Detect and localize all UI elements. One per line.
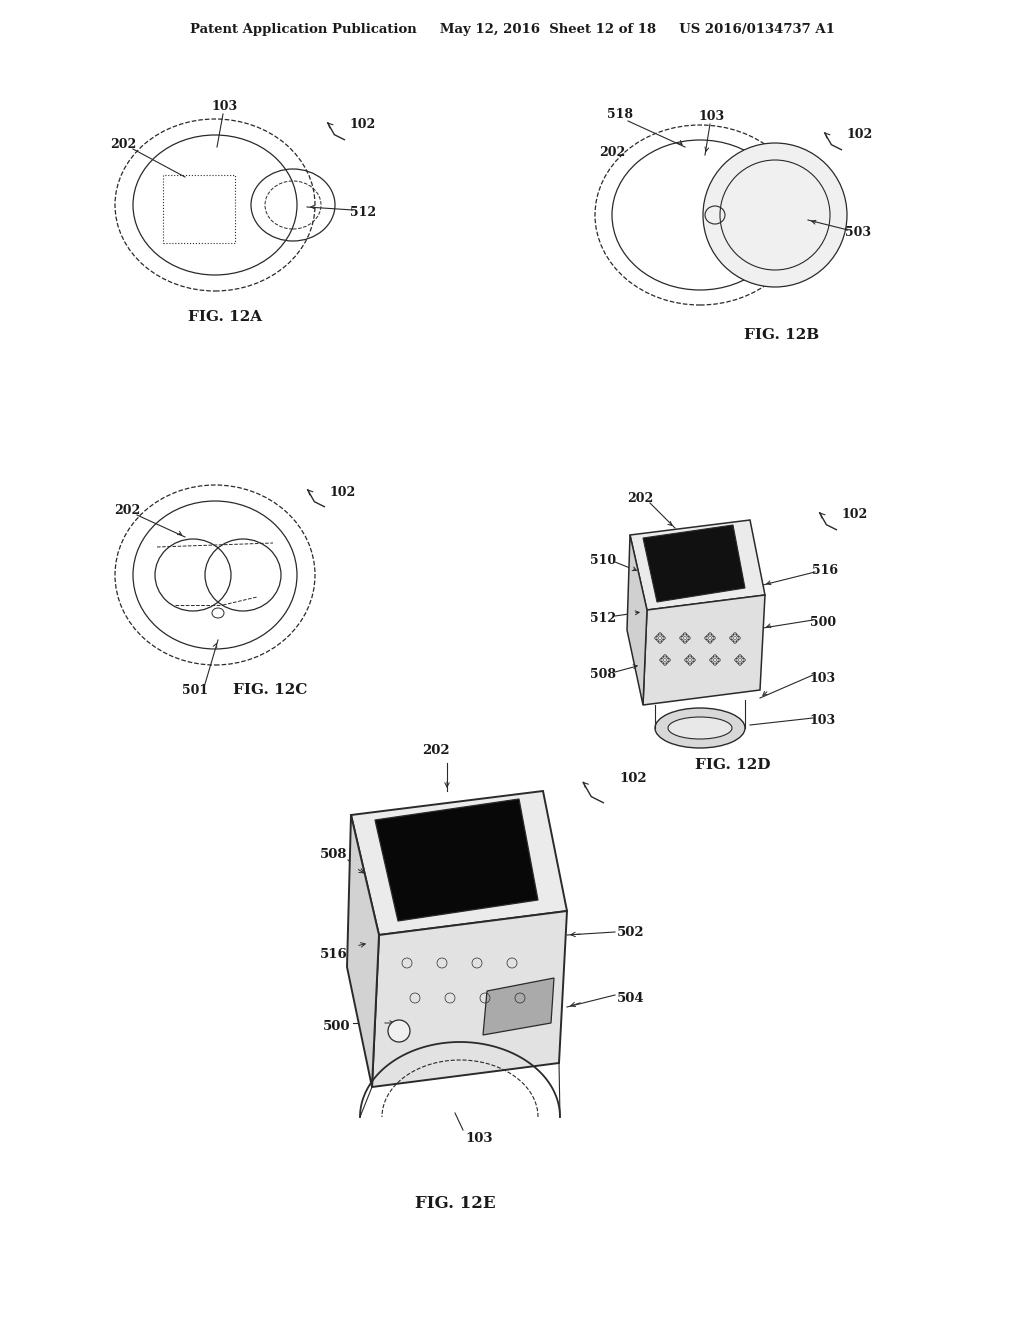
Text: 202: 202 <box>110 139 136 152</box>
Text: FIG. 12D: FIG. 12D <box>695 758 771 772</box>
Text: 202: 202 <box>599 147 625 160</box>
Text: 102: 102 <box>330 487 356 499</box>
Text: 500: 500 <box>810 615 836 628</box>
Text: 102: 102 <box>350 119 376 132</box>
Text: 103: 103 <box>810 672 836 685</box>
Text: 508: 508 <box>321 849 348 862</box>
Text: FIG. 12C: FIG. 12C <box>232 682 307 697</box>
Polygon shape <box>630 520 765 610</box>
Text: 501: 501 <box>182 684 208 697</box>
Text: FIG. 12A: FIG. 12A <box>188 310 262 323</box>
Text: 102: 102 <box>842 508 868 521</box>
Text: 516: 516 <box>812 564 838 577</box>
Polygon shape <box>351 791 567 935</box>
Polygon shape <box>483 978 554 1035</box>
Polygon shape <box>347 814 379 1086</box>
Text: FIG. 12B: FIG. 12B <box>744 327 819 342</box>
Text: 102: 102 <box>620 772 647 785</box>
Ellipse shape <box>655 708 745 748</box>
Text: 103: 103 <box>212 100 238 114</box>
Text: 512: 512 <box>350 206 376 219</box>
Text: 103: 103 <box>810 714 836 726</box>
Text: 512: 512 <box>590 611 616 624</box>
Text: 102: 102 <box>847 128 873 141</box>
Text: 504: 504 <box>617 993 645 1006</box>
Polygon shape <box>643 595 765 705</box>
Text: 518: 518 <box>607 108 633 121</box>
Circle shape <box>388 1020 410 1041</box>
Text: 508: 508 <box>590 668 616 681</box>
Text: FIG. 12E: FIG. 12E <box>415 1195 496 1212</box>
Polygon shape <box>643 525 745 602</box>
Polygon shape <box>627 535 647 705</box>
Polygon shape <box>375 799 538 921</box>
Text: 500: 500 <box>324 1020 351 1034</box>
Text: 103: 103 <box>465 1133 493 1146</box>
Polygon shape <box>372 911 567 1086</box>
Text: 103: 103 <box>699 111 725 124</box>
Text: 202: 202 <box>627 491 653 504</box>
Ellipse shape <box>668 717 732 739</box>
Ellipse shape <box>703 143 847 286</box>
Text: 516: 516 <box>321 948 348 961</box>
Text: Patent Application Publication     May 12, 2016  Sheet 12 of 18     US 2016/0134: Patent Application Publication May 12, 2… <box>189 24 835 37</box>
Text: 510: 510 <box>590 553 616 566</box>
Text: 202: 202 <box>422 744 450 758</box>
Text: 502: 502 <box>617 925 645 939</box>
Text: 503: 503 <box>845 227 871 239</box>
Text: 202: 202 <box>114 503 140 516</box>
